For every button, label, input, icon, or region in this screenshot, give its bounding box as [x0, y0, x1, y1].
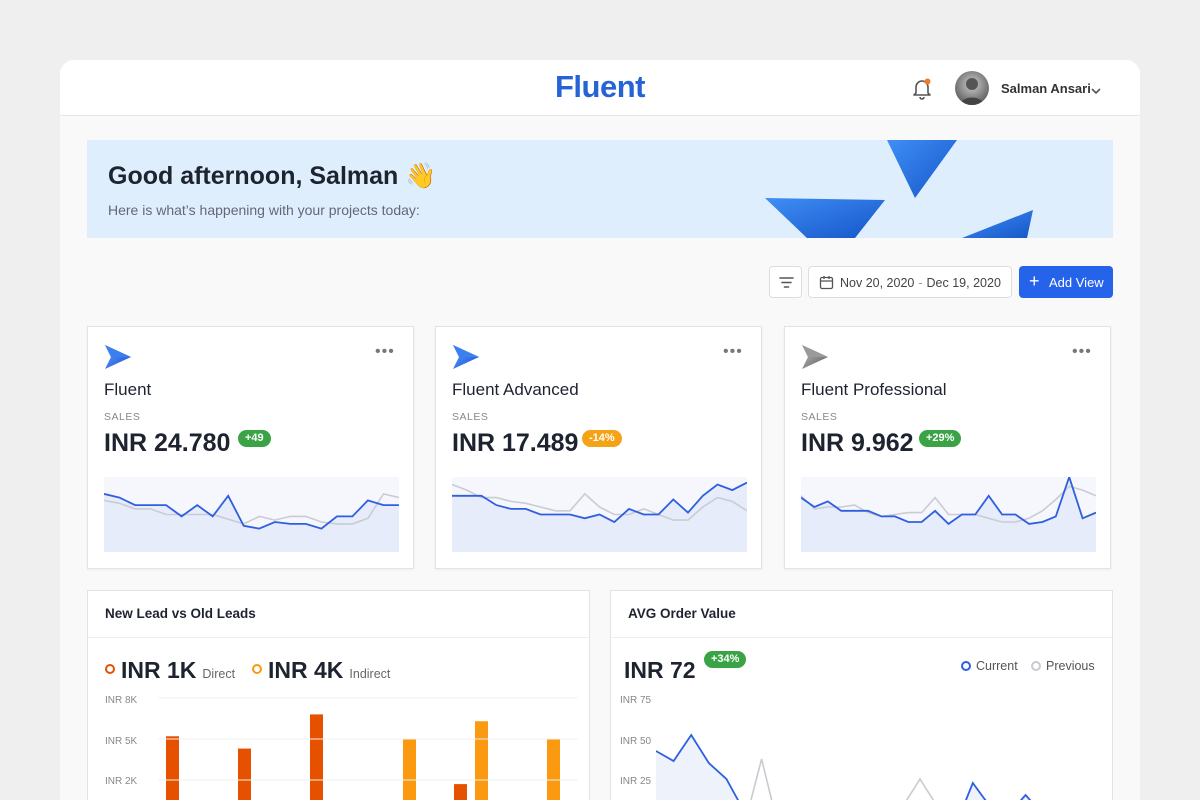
- panel-title: New Lead vs Old Leads: [105, 606, 256, 621]
- sales-value: INR 17.489: [452, 429, 579, 457]
- aov-value-block: INR 72: [624, 657, 696, 684]
- add-view-button[interactable]: + Add View: [1019, 266, 1113, 298]
- direct-value: INR 1K: [121, 657, 197, 683]
- filter-icon: [779, 277, 794, 288]
- card-title: Fluent Professional: [801, 380, 946, 399]
- legend-current[interactable]: Current: [961, 659, 1018, 673]
- change-badge: +49: [238, 430, 271, 447]
- previous-series-line: [801, 485, 1096, 523]
- legend-previous[interactable]: Previous: [1031, 659, 1095, 673]
- previous-dot-icon: [1031, 661, 1041, 671]
- current-series-line: [104, 493, 399, 530]
- product-card-fluent-professional: ••• Fluent Professional SALES INR 9.962 …: [784, 326, 1111, 569]
- y-tick-label: INR 2K: [105, 776, 138, 787]
- top-bar: Fluent Salman Ansari: [60, 60, 1140, 116]
- legend-previous-label: Previous: [1046, 659, 1095, 673]
- y-tick-label: INR 8K: [105, 695, 138, 706]
- more-options-icon[interactable]: •••: [1072, 343, 1092, 360]
- add-view-label: Add View: [1049, 275, 1104, 290]
- chevron-down-icon[interactable]: [1090, 83, 1102, 95]
- aov-change-badge: +34%: [704, 651, 747, 668]
- indirect-label: Indirect: [349, 667, 391, 681]
- paper-plane-icon: [453, 345, 479, 369]
- sales-label: SALES: [452, 411, 489, 423]
- date-start: Nov 20, 2020: [840, 276, 915, 290]
- current-area: [656, 735, 1030, 800]
- y-tick-label: INR 5K: [105, 736, 138, 747]
- panel-title: AVG Order Value: [628, 606, 736, 621]
- direct-label: Direct: [202, 667, 236, 681]
- sales-label: SALES: [104, 411, 141, 423]
- date-separator: -: [918, 276, 923, 290]
- previous-series-line: [452, 483, 747, 521]
- sales-label: SALES: [801, 411, 838, 423]
- direct-legend: INR 1K Direct: [105, 657, 235, 684]
- app-window: Fluent Salman Ansari Good afternoon, Sal…: [60, 60, 1140, 800]
- current-series-line: [452, 481, 747, 524]
- greeting: Good afternoon, Salman 👋: [108, 162, 437, 190]
- paper-plane-icon: [105, 345, 131, 369]
- sparkline-chart: [452, 477, 747, 552]
- notification-bell-icon[interactable]: [910, 76, 934, 100]
- sparkline-chart: [104, 477, 399, 552]
- filter-button[interactable]: [769, 266, 802, 298]
- current-area: [104, 493, 399, 552]
- change-badge: +29%: [919, 430, 962, 447]
- leads-panel: New Lead vs Old Leads INR 1K Direct INR 4…: [87, 590, 590, 800]
- paper-plane-icon: [802, 345, 828, 369]
- bar-indirect: [475, 721, 488, 800]
- welcome-banner: Good afternoon, Salman 👋 Here is what’s …: [87, 140, 1113, 238]
- sales-value: INR 9.962: [801, 429, 914, 457]
- sales-value: INR 24.780: [104, 429, 231, 457]
- bar-direct: [238, 748, 251, 800]
- card-title: Fluent: [104, 380, 152, 399]
- bar-indirect: [403, 739, 416, 800]
- sparkline-chart: [801, 477, 1096, 552]
- bar-direct: [454, 784, 467, 800]
- user-name[interactable]: Salman Ansari: [1001, 81, 1091, 96]
- aov-line-chart: [656, 733, 1032, 800]
- current-dot-icon: [961, 661, 971, 671]
- product-card-fluent: ••• Fluent SALES INR 24.780 +49: [87, 326, 414, 569]
- current-series-line: [801, 477, 1096, 526]
- legend-current-label: Current: [976, 659, 1018, 673]
- bar-direct: [310, 714, 323, 800]
- greeting-subtitle: Here is what’s happening with your proje…: [108, 202, 420, 218]
- date-end: Dec 19, 2020: [926, 276, 1001, 290]
- more-options-icon[interactable]: •••: [375, 343, 395, 360]
- y-tick-label: INR 25: [620, 776, 652, 787]
- current-area: [801, 477, 1096, 552]
- indirect-legend: INR 4K Indirect: [252, 657, 390, 684]
- bar-indirect: [547, 739, 560, 800]
- more-options-icon[interactable]: •••: [723, 343, 743, 360]
- avg-order-value-panel: AVG Order Value INR 72 +34% Current Prev…: [610, 590, 1113, 800]
- indirect-value: INR 4K: [268, 657, 344, 683]
- current-series-line: [656, 733, 1032, 800]
- plus-icon: +: [1029, 271, 1040, 291]
- date-range-picker[interactable]: Nov 20, 2020- Dec 19, 2020: [808, 266, 1012, 298]
- aov-value: INR 72: [624, 657, 696, 683]
- change-badge: -14%: [582, 430, 622, 447]
- calendar-icon: [819, 276, 834, 290]
- logo: Fluent: [555, 69, 646, 104]
- product-card-fluent-advanced: ••• Fluent Advanced SALES INR 17.489 -14…: [435, 326, 762, 569]
- leads-bar-chart: [158, 697, 578, 800]
- bar-direct: [166, 736, 179, 800]
- y-tick-label: INR 75: [620, 695, 652, 706]
- avatar[interactable]: [955, 71, 989, 105]
- previous-series-line: [104, 492, 399, 525]
- direct-ring-icon: [105, 664, 115, 674]
- paper-plane-decoration-icon: [765, 140, 1033, 238]
- card-title: Fluent Advanced: [452, 380, 579, 399]
- y-tick-label: INR 50: [620, 736, 652, 747]
- indirect-ring-icon: [252, 664, 262, 674]
